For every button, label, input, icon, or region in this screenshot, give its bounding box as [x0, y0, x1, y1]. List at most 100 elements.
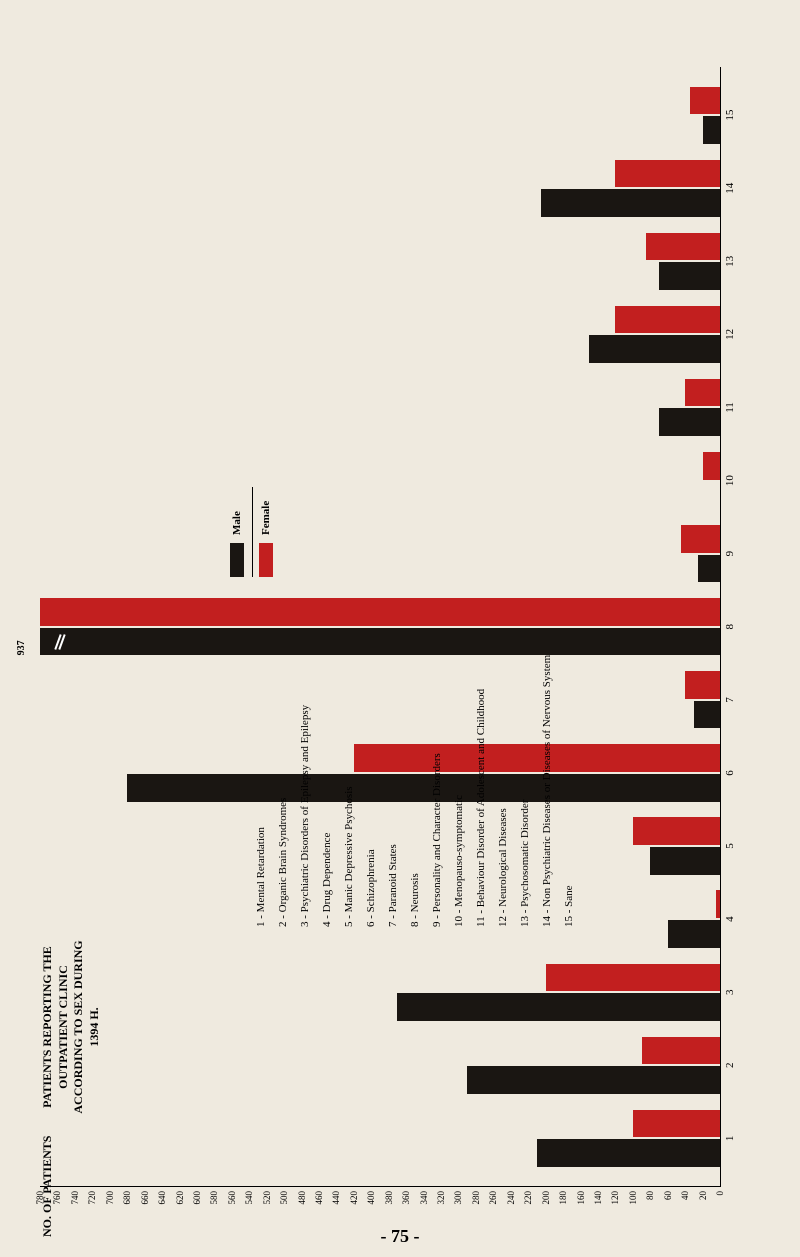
y-tick: 260 — [488, 1191, 498, 1219]
y-tick: 620 — [175, 1191, 185, 1219]
y-tick: 660 — [140, 1191, 150, 1219]
y-tick: 140 — [593, 1191, 603, 1219]
x-axis-line — [720, 67, 721, 1187]
y-tick: 500 — [279, 1191, 289, 1219]
bar-group — [40, 379, 720, 436]
bar-male — [694, 701, 720, 729]
bar-female — [703, 452, 720, 480]
x-axis-ticks: 123456789101112131415 — [722, 67, 742, 1187]
bar-female — [685, 671, 720, 699]
legend-category-line: 8 - Neurosis — [404, 655, 426, 927]
legend-divider — [252, 487, 253, 577]
bar-male — [397, 993, 720, 1021]
page-number: - 75 - — [0, 1226, 800, 1247]
y-axis-ticks: 0204060801001201401601802002202402602803… — [40, 1191, 720, 1219]
y-tick: 60 — [663, 1191, 673, 1219]
bar-overflow-value: 937 — [16, 640, 27, 655]
y-tick: 360 — [401, 1191, 411, 1219]
y-tick: 780 — [35, 1191, 45, 1219]
legend-category-line: 1 - Mental Retardation — [250, 655, 272, 927]
bar-female — [646, 233, 720, 261]
x-tick: 7 — [724, 697, 736, 703]
bar-female — [40, 598, 720, 626]
x-tick: 3 — [724, 989, 736, 995]
y-tick: 420 — [349, 1191, 359, 1219]
y-tick: 0 — [715, 1191, 725, 1219]
y-tick: 640 — [157, 1191, 167, 1219]
series-color-legend: Male Female — [230, 487, 281, 577]
x-tick: 13 — [724, 256, 736, 267]
y-tick: 40 — [680, 1191, 690, 1219]
bar-male — [703, 116, 720, 144]
legend-male-label: Male — [231, 511, 243, 535]
legend-category-line: 2 - Organic Brain Syndromes — [272, 655, 294, 927]
legend-category-line: 10 - Menopauso-symptomatic — [448, 655, 470, 927]
bar-group — [40, 452, 720, 509]
y-tick: 100 — [628, 1191, 638, 1219]
legend-category-line: 3 - Psychiatric Disorders of Epilepsy an… — [294, 655, 316, 927]
y-tick: 300 — [453, 1191, 463, 1219]
legend-category-line: 14 - Non Psychiatric Diseases or Disease… — [536, 655, 558, 927]
legend-category-line: 5 - Manic Depressive Psychosis — [338, 655, 360, 927]
y-tick: 240 — [506, 1191, 516, 1219]
bar-female — [716, 890, 720, 918]
bar-female — [685, 379, 720, 407]
x-tick: 2 — [724, 1063, 736, 1069]
y-tick: 480 — [297, 1191, 307, 1219]
bar-group — [40, 1110, 720, 1167]
y-tick: 700 — [105, 1191, 115, 1219]
bar-male — [650, 847, 720, 875]
y-tick: 160 — [576, 1191, 586, 1219]
bar-female — [642, 1037, 720, 1065]
y-tick: 520 — [262, 1191, 272, 1219]
swatch-male — [230, 543, 244, 577]
bar-female — [615, 306, 720, 334]
bar-group — [40, 87, 720, 144]
chart-rotated-plane: NO. OF PATIENTS PATIENTS REPORTING THE O… — [0, 0, 800, 1257]
x-tick: 5 — [724, 843, 736, 849]
y-tick: 560 — [227, 1191, 237, 1219]
category-legend: 1 - Mental Retardation2 - Organic Brain … — [250, 655, 580, 927]
y-tick: 20 — [698, 1191, 708, 1219]
bar-group — [40, 964, 720, 1021]
bar-female — [615, 160, 720, 188]
x-tick: 4 — [724, 916, 736, 922]
bar-male — [668, 920, 720, 948]
legend-female: Female — [259, 487, 273, 577]
legend-category-line: 12 - Neurological Diseases — [492, 655, 514, 927]
y-tick: 720 — [87, 1191, 97, 1219]
y-tick: 200 — [541, 1191, 551, 1219]
y-tick: 120 — [610, 1191, 620, 1219]
y-tick: 540 — [244, 1191, 254, 1219]
legend-category-line: 13 - Psychosomatic Disorder — [514, 655, 536, 927]
y-tick: 740 — [70, 1191, 80, 1219]
y-tick: 180 — [558, 1191, 568, 1219]
x-tick: 15 — [724, 110, 736, 121]
legend-category-line: 6 - Schizophrenia — [360, 655, 382, 927]
x-tick: 12 — [724, 329, 736, 340]
y-tick: 680 — [122, 1191, 132, 1219]
bar-group: 937 — [40, 598, 720, 655]
y-tick: 580 — [209, 1191, 219, 1219]
y-tick: 280 — [471, 1191, 481, 1219]
bar-male — [698, 555, 720, 583]
y-tick: 460 — [314, 1191, 324, 1219]
bar-male — [541, 189, 720, 217]
y-tick: 380 — [384, 1191, 394, 1219]
x-tick: 9 — [724, 551, 736, 557]
y-tick: 340 — [419, 1191, 429, 1219]
bar-female — [633, 817, 720, 845]
x-tick: 11 — [724, 402, 736, 413]
y-tick: 760 — [52, 1191, 62, 1219]
chart-plot-area: 937 — [40, 67, 720, 1187]
x-tick: 1 — [724, 1136, 736, 1142]
legend-category-line: 7 - Paranoid States — [382, 655, 404, 927]
y-tick: 320 — [436, 1191, 446, 1219]
y-tick: 80 — [645, 1191, 655, 1219]
legend-female-label: Female — [260, 501, 272, 535]
legend-male: Male — [230, 487, 244, 577]
swatch-female — [259, 543, 273, 577]
bar-male — [467, 1066, 720, 1094]
bar-male — [537, 1139, 720, 1167]
legend-category-line: 15 - Sane — [558, 655, 580, 927]
